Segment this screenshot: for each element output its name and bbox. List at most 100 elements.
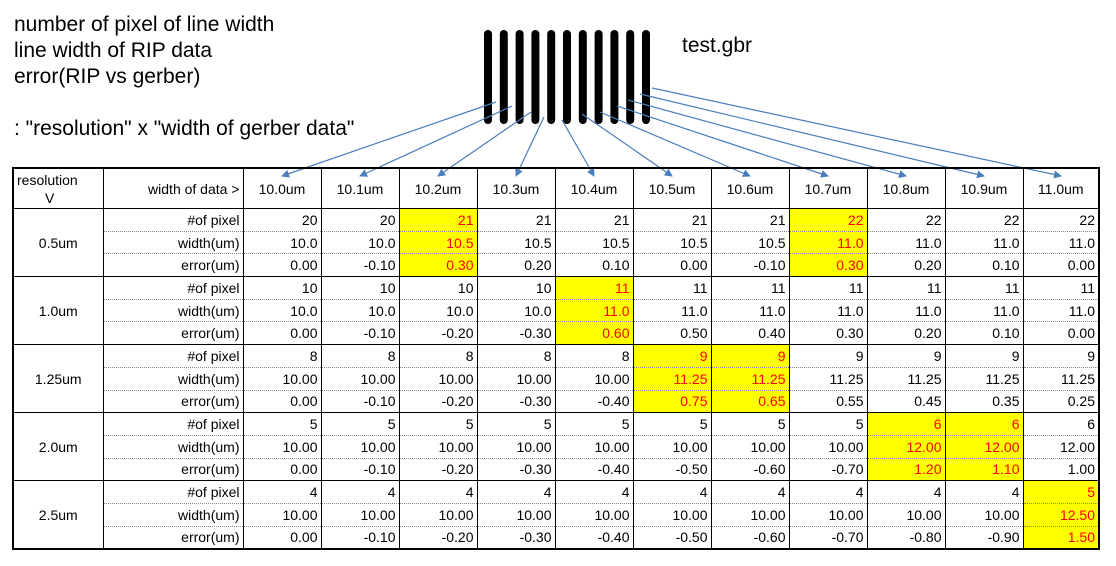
row-label: width(um) bbox=[103, 503, 244, 527]
value-cell: 10.00 bbox=[243, 367, 322, 391]
resolution-header-label: resolution bbox=[17, 171, 78, 188]
value-cell: -0.40 bbox=[555, 458, 634, 482]
value-cell: 10.0 bbox=[243, 299, 322, 323]
value-cell: 0.00 bbox=[1023, 253, 1100, 278]
value-cell: 5 bbox=[399, 412, 478, 436]
note-axes: : "resolution" x "width of gerber data" bbox=[14, 117, 355, 140]
value-cell: -0.60 bbox=[711, 458, 790, 482]
value-cell: 0.20 bbox=[867, 253, 946, 278]
column-header: 10.7um bbox=[789, 168, 868, 209]
row-label: width(um) bbox=[103, 435, 244, 459]
value-cell: 10.00 bbox=[477, 435, 556, 459]
value-cell: 0.40 bbox=[711, 321, 790, 346]
value-cell: 10.5 bbox=[477, 231, 556, 255]
value-cell: 10.00 bbox=[711, 435, 790, 459]
gerber-line-bar bbox=[594, 30, 603, 124]
table-row: error(um) 0.00 -0.10 0.30 0.20 0.10 0.00 -0.10 0… bbox=[13, 253, 1100, 278]
table-row: width(um) 10.0 10.0 10.5 10.5 10.5 10.5 10.5 11.… bbox=[13, 231, 1100, 255]
value-cell: -0.20 bbox=[399, 390, 478, 414]
value-cell: 11.0 bbox=[789, 231, 868, 255]
value-cell: 10 bbox=[399, 276, 478, 300]
value-cell: 9 bbox=[1023, 344, 1100, 368]
column-header: 10.4um bbox=[555, 168, 634, 209]
value-cell: 0.25 bbox=[1023, 390, 1100, 414]
value-cell: 4 bbox=[555, 480, 634, 504]
value-cell: 10.00 bbox=[555, 503, 634, 527]
pointer-arrow bbox=[651, 87, 1062, 179]
value-cell: 10.5 bbox=[399, 231, 478, 255]
value-cell: -0.10 bbox=[711, 253, 790, 278]
value-cell: -0.70 bbox=[789, 526, 868, 550]
value-cell: 22 bbox=[1023, 208, 1100, 232]
table-row: 1.25um #of pixel 8 8 8 8 8 9 9 9 9 9 9 bbox=[13, 344, 1100, 414]
value-cell: 0.55 bbox=[789, 390, 868, 414]
value-cell: 21 bbox=[555, 208, 634, 232]
table-row: error(um) 0.00 -0.10 -0.20 -0.30 -0.40 -0.50 -0… bbox=[13, 526, 1100, 550]
value-cell: 12.00 bbox=[867, 435, 946, 459]
value-cell: 0.00 bbox=[633, 253, 712, 278]
pointer-arrow bbox=[437, 111, 532, 177]
value-cell: 11 bbox=[711, 276, 790, 300]
value-cell: 0.00 bbox=[243, 458, 322, 482]
value-cell: 11 bbox=[789, 276, 868, 300]
value-cell: 11 bbox=[1023, 276, 1100, 300]
value-cell: 0.20 bbox=[867, 321, 946, 346]
value-cell: -0.20 bbox=[399, 526, 478, 550]
row-label: width(um) bbox=[103, 367, 244, 391]
value-cell: 11 bbox=[945, 276, 1024, 300]
value-cell: 22 bbox=[945, 208, 1024, 232]
value-cell: -0.30 bbox=[477, 321, 556, 346]
row-label: #of pixel bbox=[103, 412, 244, 436]
value-cell: 21 bbox=[633, 208, 712, 232]
value-cell: 8 bbox=[321, 344, 400, 368]
value-cell: 0.35 bbox=[945, 390, 1024, 414]
value-cell: 10.00 bbox=[555, 435, 634, 459]
value-cell: -0.30 bbox=[477, 458, 556, 482]
value-cell: 11.25 bbox=[633, 367, 712, 391]
value-cell: 4 bbox=[321, 480, 400, 504]
value-cell: 10.0 bbox=[399, 299, 478, 323]
table-row: width(um) 10.00 10.00 10.00 10.00 10.00 10.00 1… bbox=[13, 503, 1100, 527]
value-cell: -0.50 bbox=[633, 458, 712, 482]
value-cell: 10 bbox=[321, 276, 400, 300]
table-row: width(um) 10.00 10.00 10.00 10.00 10.00 10.00 1… bbox=[13, 435, 1100, 459]
value-cell: 8 bbox=[243, 344, 322, 368]
value-cell: 12.50 bbox=[1023, 503, 1100, 527]
resolution-cell: 2.0um bbox=[13, 412, 104, 482]
value-cell: 11.0 bbox=[711, 299, 790, 323]
table-row: 2.5um #of pixel 4 4 4 4 4 4 4 4 4 4 5 bbox=[13, 480, 1100, 550]
note-error: error(RIP vs gerber) bbox=[14, 65, 201, 88]
column-header: 10.2um bbox=[399, 168, 478, 209]
value-cell: 11.0 bbox=[555, 299, 634, 323]
value-cell: 22 bbox=[867, 208, 946, 232]
value-cell: 4 bbox=[477, 480, 556, 504]
note-pixel-count: number of pixel of line width bbox=[14, 13, 275, 36]
column-header: 11.0um bbox=[1023, 168, 1100, 209]
row-label: #of pixel bbox=[103, 344, 244, 368]
row-label: #of pixel bbox=[103, 208, 244, 232]
value-cell: 10.5 bbox=[711, 231, 790, 255]
value-cell: 0.75 bbox=[633, 390, 712, 414]
value-cell: 5 bbox=[321, 412, 400, 436]
value-cell: 5 bbox=[1023, 480, 1100, 504]
value-cell: 10.00 bbox=[399, 503, 478, 527]
value-cell: 11.0 bbox=[867, 299, 946, 323]
value-cell: 10.00 bbox=[321, 367, 400, 391]
value-cell: 8 bbox=[555, 344, 634, 368]
value-cell: 10 bbox=[477, 276, 556, 300]
row-label: width(um) bbox=[103, 231, 244, 255]
note-rip-width: line width of RIP data bbox=[14, 39, 213, 62]
value-cell: 4 bbox=[789, 480, 868, 504]
value-cell: 21 bbox=[711, 208, 790, 232]
resolution-header: resolution V bbox=[13, 168, 104, 209]
value-cell: 10.00 bbox=[399, 367, 478, 391]
pointer-arrow bbox=[581, 113, 673, 177]
table-row: width(um) 10.0 10.0 10.0 10.0 11.0 11.0 11.0 11.… bbox=[13, 299, 1100, 323]
value-cell: 5 bbox=[711, 412, 790, 436]
value-cell: 4 bbox=[399, 480, 478, 504]
value-cell: -0.20 bbox=[399, 321, 478, 346]
column-header: 10.9um bbox=[945, 168, 1024, 209]
line-bars bbox=[484, 30, 650, 124]
value-cell: 10.00 bbox=[867, 503, 946, 527]
